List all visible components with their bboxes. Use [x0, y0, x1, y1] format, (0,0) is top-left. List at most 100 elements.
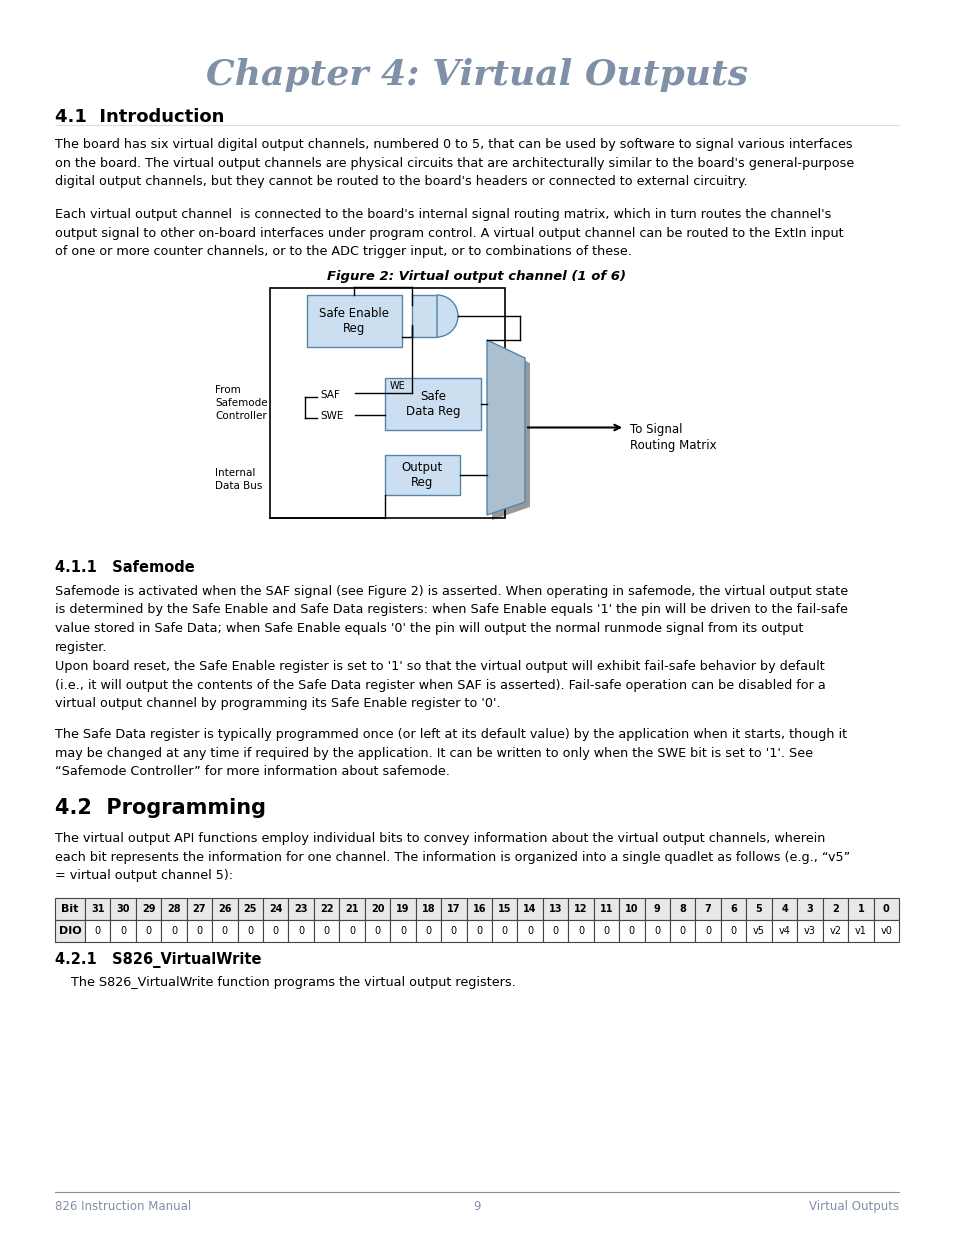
Text: v5: v5 — [752, 926, 764, 936]
Text: 9: 9 — [654, 904, 660, 914]
Text: 0: 0 — [298, 926, 304, 936]
Text: 0: 0 — [171, 926, 177, 936]
Text: 0: 0 — [375, 926, 380, 936]
Text: v4: v4 — [778, 926, 790, 936]
Text: The Safe Data register is typically programmed once (or left at its default valu: The Safe Data register is typically prog… — [55, 727, 846, 778]
Text: 26: 26 — [218, 904, 232, 914]
FancyBboxPatch shape — [466, 920, 492, 942]
FancyBboxPatch shape — [55, 920, 85, 942]
Text: 4.1  Introduction: 4.1 Introduction — [55, 107, 224, 126]
Text: 6: 6 — [729, 904, 737, 914]
Text: 18: 18 — [421, 904, 435, 914]
FancyBboxPatch shape — [542, 898, 568, 920]
Text: Upon board reset, the Safe Enable register is set to '1' so that the virtual out: Upon board reset, the Safe Enable regist… — [55, 659, 825, 710]
FancyBboxPatch shape — [161, 898, 187, 920]
FancyBboxPatch shape — [821, 920, 847, 942]
FancyBboxPatch shape — [135, 898, 161, 920]
Text: 2: 2 — [831, 904, 838, 914]
Text: 0: 0 — [222, 926, 228, 936]
FancyBboxPatch shape — [307, 295, 401, 347]
Text: Virtual Outputs: Virtual Outputs — [808, 1200, 898, 1213]
Text: 0: 0 — [628, 926, 635, 936]
Text: 0: 0 — [323, 926, 330, 936]
FancyBboxPatch shape — [644, 898, 669, 920]
FancyBboxPatch shape — [416, 920, 440, 942]
Text: 0: 0 — [94, 926, 101, 936]
Text: 0: 0 — [273, 926, 278, 936]
FancyBboxPatch shape — [237, 920, 263, 942]
FancyBboxPatch shape — [542, 920, 568, 942]
FancyBboxPatch shape — [873, 898, 898, 920]
Wedge shape — [436, 295, 457, 337]
Text: 0: 0 — [146, 926, 152, 936]
Text: Safemode is activated when the SAF signal (see Figure 2) is asserted. When opera: Safemode is activated when the SAF signa… — [55, 585, 847, 653]
Text: The virtual output API functions employ individual bits to convey information ab: The virtual output API functions employ … — [55, 832, 849, 882]
FancyBboxPatch shape — [314, 920, 339, 942]
FancyBboxPatch shape — [873, 920, 898, 942]
Text: Bit: Bit — [61, 904, 78, 914]
Text: 23: 23 — [294, 904, 308, 914]
Text: 0: 0 — [399, 926, 406, 936]
Text: Each virtual output channel  is connected to the board's internal signal routing: Each virtual output channel is connected… — [55, 207, 842, 258]
Text: Output
Reg: Output Reg — [401, 461, 442, 489]
Text: 16: 16 — [472, 904, 485, 914]
FancyBboxPatch shape — [720, 920, 745, 942]
FancyBboxPatch shape — [568, 898, 593, 920]
Text: 29: 29 — [142, 904, 155, 914]
FancyBboxPatch shape — [385, 378, 480, 430]
FancyBboxPatch shape — [314, 898, 339, 920]
Text: 7: 7 — [704, 904, 711, 914]
Text: 14: 14 — [523, 904, 537, 914]
Polygon shape — [492, 345, 530, 520]
FancyBboxPatch shape — [492, 898, 517, 920]
FancyBboxPatch shape — [390, 898, 416, 920]
Text: 12: 12 — [574, 904, 587, 914]
Text: Figure 2: Virtual output channel (1 of 6): Figure 2: Virtual output channel (1 of 6… — [327, 270, 626, 283]
Text: v0: v0 — [880, 926, 891, 936]
Text: 30: 30 — [116, 904, 130, 914]
FancyBboxPatch shape — [720, 898, 745, 920]
Text: 17: 17 — [447, 904, 460, 914]
Text: 19: 19 — [395, 904, 409, 914]
Text: 0: 0 — [425, 926, 431, 936]
Text: v2: v2 — [828, 926, 841, 936]
FancyBboxPatch shape — [339, 898, 364, 920]
FancyBboxPatch shape — [466, 898, 492, 920]
Text: SAF: SAF — [319, 390, 339, 400]
FancyBboxPatch shape — [821, 898, 847, 920]
FancyBboxPatch shape — [593, 920, 618, 942]
FancyBboxPatch shape — [111, 920, 135, 942]
FancyBboxPatch shape — [771, 920, 797, 942]
Text: SWE: SWE — [319, 411, 343, 421]
FancyBboxPatch shape — [187, 898, 212, 920]
FancyBboxPatch shape — [618, 898, 644, 920]
Polygon shape — [486, 340, 524, 515]
FancyBboxPatch shape — [385, 454, 459, 495]
Text: 0: 0 — [654, 926, 659, 936]
Text: To Signal
Routing Matrix: To Signal Routing Matrix — [629, 422, 716, 452]
FancyBboxPatch shape — [492, 920, 517, 942]
Text: From
Safemode
Controller: From Safemode Controller — [214, 385, 268, 421]
Text: 9: 9 — [473, 1200, 480, 1213]
FancyBboxPatch shape — [212, 920, 237, 942]
Text: v1: v1 — [854, 926, 866, 936]
FancyBboxPatch shape — [237, 898, 263, 920]
Text: 10: 10 — [624, 904, 638, 914]
Text: 0: 0 — [552, 926, 558, 936]
Text: 0: 0 — [704, 926, 711, 936]
FancyBboxPatch shape — [390, 920, 416, 942]
FancyBboxPatch shape — [517, 898, 542, 920]
Text: The board has six virtual digital output channels, numbered 0 to 5, that can be : The board has six virtual digital output… — [55, 138, 853, 188]
Text: 24: 24 — [269, 904, 282, 914]
FancyBboxPatch shape — [187, 920, 212, 942]
Text: Safe Enable
Reg: Safe Enable Reg — [319, 308, 389, 335]
Text: 0: 0 — [451, 926, 456, 936]
Text: 0: 0 — [501, 926, 507, 936]
Text: 11: 11 — [599, 904, 613, 914]
Text: 0: 0 — [527, 926, 533, 936]
Text: 4.2  Programming: 4.2 Programming — [55, 798, 266, 818]
Text: 0: 0 — [120, 926, 126, 936]
Text: 0: 0 — [196, 926, 202, 936]
FancyBboxPatch shape — [745, 898, 771, 920]
Text: Chapter 4: Virtual Outputs: Chapter 4: Virtual Outputs — [206, 58, 747, 91]
